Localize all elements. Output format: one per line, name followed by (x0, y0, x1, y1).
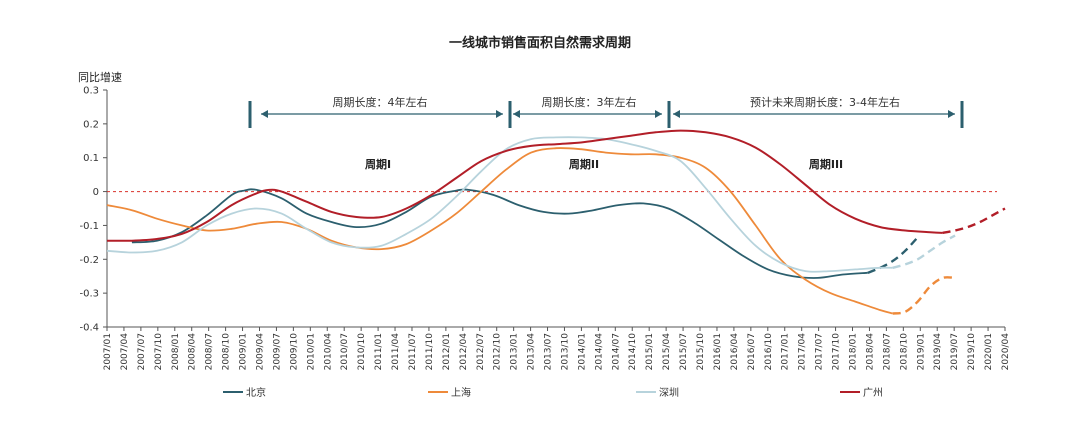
cycle-2-arrow-head-right (655, 110, 662, 118)
cycle-3-length-label: 预计未来周期长度：3-4年左右 (750, 95, 900, 109)
series-lines (106, 129, 1006, 315)
y-tick-label: -0.3 (79, 289, 99, 300)
x-tick-label: 2015/04 (662, 333, 672, 371)
cycle-1-arrow-head-left (261, 110, 268, 118)
legend-item-shanghai: 上海 (428, 386, 471, 399)
x-tick-label: 2009/04 (255, 333, 265, 371)
x-tick-label: 2016/04 (730, 333, 740, 371)
x-tick-label: 2012/07 (476, 333, 486, 370)
x-tick-label: 2017/01 (781, 333, 791, 370)
cycle-3-arrow-head-right (948, 110, 955, 118)
x-tick-label: 2016/01 (713, 333, 723, 370)
x-tick-label: 2008/10 (222, 333, 232, 371)
x-tick-label: 2010/01 (306, 333, 316, 370)
x-tick-label: 2007/04 (120, 333, 130, 371)
cycle-1-length-label: 周期长度：4年左右 (333, 95, 428, 109)
legend-label-shenzhen: 深圳 (659, 387, 679, 399)
series-line-guangzhou (106, 129, 943, 242)
series-forecast-shenzhen (892, 234, 956, 269)
phase-1-label: 周期I (365, 157, 391, 171)
x-tick-label: 2019/01 (916, 333, 926, 370)
phase-3-label: 周期III (809, 157, 843, 171)
y-tick-label: 0 (93, 187, 99, 198)
x-tick-label: 2019/04 (933, 333, 943, 371)
x-tick-label: 2011/07 (408, 333, 418, 370)
legend-item-guangzhou: 广州 (840, 387, 883, 399)
x-tick-label: 2013/01 (510, 333, 520, 370)
x-tick-label: 2011/10 (425, 333, 435, 371)
x-tick-label: 2017/07 (815, 333, 825, 370)
legend-label-shanghai: 上海 (451, 386, 471, 399)
y-tick-label: -0.2 (79, 255, 99, 266)
x-tick-label: 2019/10 (967, 333, 977, 371)
x-tick-label: 2016/10 (764, 333, 774, 371)
x-tick-label: 2017/10 (832, 333, 842, 371)
y-tick-label: 0.2 (83, 119, 99, 130)
x-tick-label: 2018/01 (849, 333, 859, 370)
x-tick-label: 2008/07 (205, 333, 215, 370)
y-axis-label: 同比增速 (78, 70, 122, 84)
series-forecast-beijing (867, 236, 919, 274)
chart-title: 一线城市销售面积自然需求周期 (449, 35, 631, 51)
x-tick-label: 2007/07 (137, 333, 147, 370)
x-tick-label: 2009/07 (272, 333, 282, 370)
legend-item-beijing: 北京 (223, 386, 266, 399)
x-tick-label: 2011/01 (374, 333, 384, 370)
x-tick-label: 2007/10 (154, 333, 164, 371)
x-tick-label: 2014/10 (628, 333, 638, 371)
x-tick-label: 2015/01 (645, 333, 655, 370)
x-tick-label: 2009/01 (239, 333, 249, 370)
x-tick-label: 2014/04 (594, 333, 604, 371)
cycle-3-arrow-head-left (673, 110, 680, 118)
x-tick-label: 2010/04 (323, 333, 333, 371)
x-tick-label: 2013/10 (560, 333, 570, 371)
cycle-annotations: 周期长度：4年左右 周期长度：3年左右 预计未来周期长度：3-4年左右 周期I … (248, 95, 964, 171)
series-forecast-shanghai (892, 276, 956, 315)
legend-label-beijing: 北京 (246, 386, 266, 399)
x-tick-label: 2015/07 (679, 333, 689, 370)
x-tick-label: 2010/07 (340, 333, 350, 370)
x-tick-label: 2011/04 (391, 333, 401, 371)
x-tick-label: 2020/04 (1001, 333, 1011, 371)
x-tick-label: 2012/10 (493, 333, 503, 371)
x-tick-label: 2017/04 (798, 333, 808, 371)
x-tick-label: 2013/07 (544, 333, 554, 370)
x-tick-label: 2020/01 (984, 333, 994, 370)
cycle-2-length-label: 周期长度：3年左右 (542, 95, 637, 109)
phase-2-label: 周期II (569, 157, 599, 171)
x-tick-label: 2008/01 (171, 333, 181, 370)
y-tick-label: -0.4 (79, 323, 99, 334)
y-axis: 0.3 0.2 0.1 0 -0.1 -0.2 -0.3 -0.4 (79, 86, 108, 334)
series-forecast-guangzhou (942, 207, 1006, 235)
cycle-2-arrow-head-left (513, 110, 520, 118)
y-tick-label: 0.3 (83, 86, 99, 97)
series-line-shenzhen (106, 136, 893, 273)
series-line-beijing (131, 188, 868, 279)
legend: 北京 上海 深圳 广州 (223, 386, 883, 399)
x-tick-label: 2012/01 (442, 333, 452, 370)
x-axis: 2007/01 2007/04 2007/07 2007/10 2008/01 2008/… (103, 326, 1011, 371)
x-tick-label: 2014/01 (577, 333, 587, 370)
y-tick-label: 0.1 (83, 153, 99, 164)
x-tick-label: 2007/01 (103, 333, 113, 370)
x-tick-label: 2014/07 (611, 333, 621, 370)
x-tick-label: 2013/04 (527, 333, 537, 371)
x-tick-label: 2018/07 (882, 333, 892, 370)
cycle-1-arrow-head-right (496, 110, 503, 118)
x-tick-label: 2008/04 (188, 333, 198, 371)
legend-label-guangzhou: 广州 (863, 387, 883, 399)
x-tick-label: 2018/04 (865, 333, 875, 371)
x-tick-label: 2010/10 (357, 333, 367, 371)
x-tick-label: 2019/07 (950, 333, 960, 370)
x-tick-label: 2016/07 (747, 333, 757, 370)
x-tick-label: 2012/04 (459, 333, 469, 371)
legend-item-shenzhen: 深圳 (636, 387, 679, 399)
y-tick-label: -0.1 (79, 221, 99, 232)
x-tick-label: 2009/10 (289, 333, 299, 371)
x-tick-label: 2015/10 (696, 333, 706, 371)
series-line-shanghai (106, 147, 893, 315)
x-tick-label: 2018/10 (899, 333, 909, 371)
